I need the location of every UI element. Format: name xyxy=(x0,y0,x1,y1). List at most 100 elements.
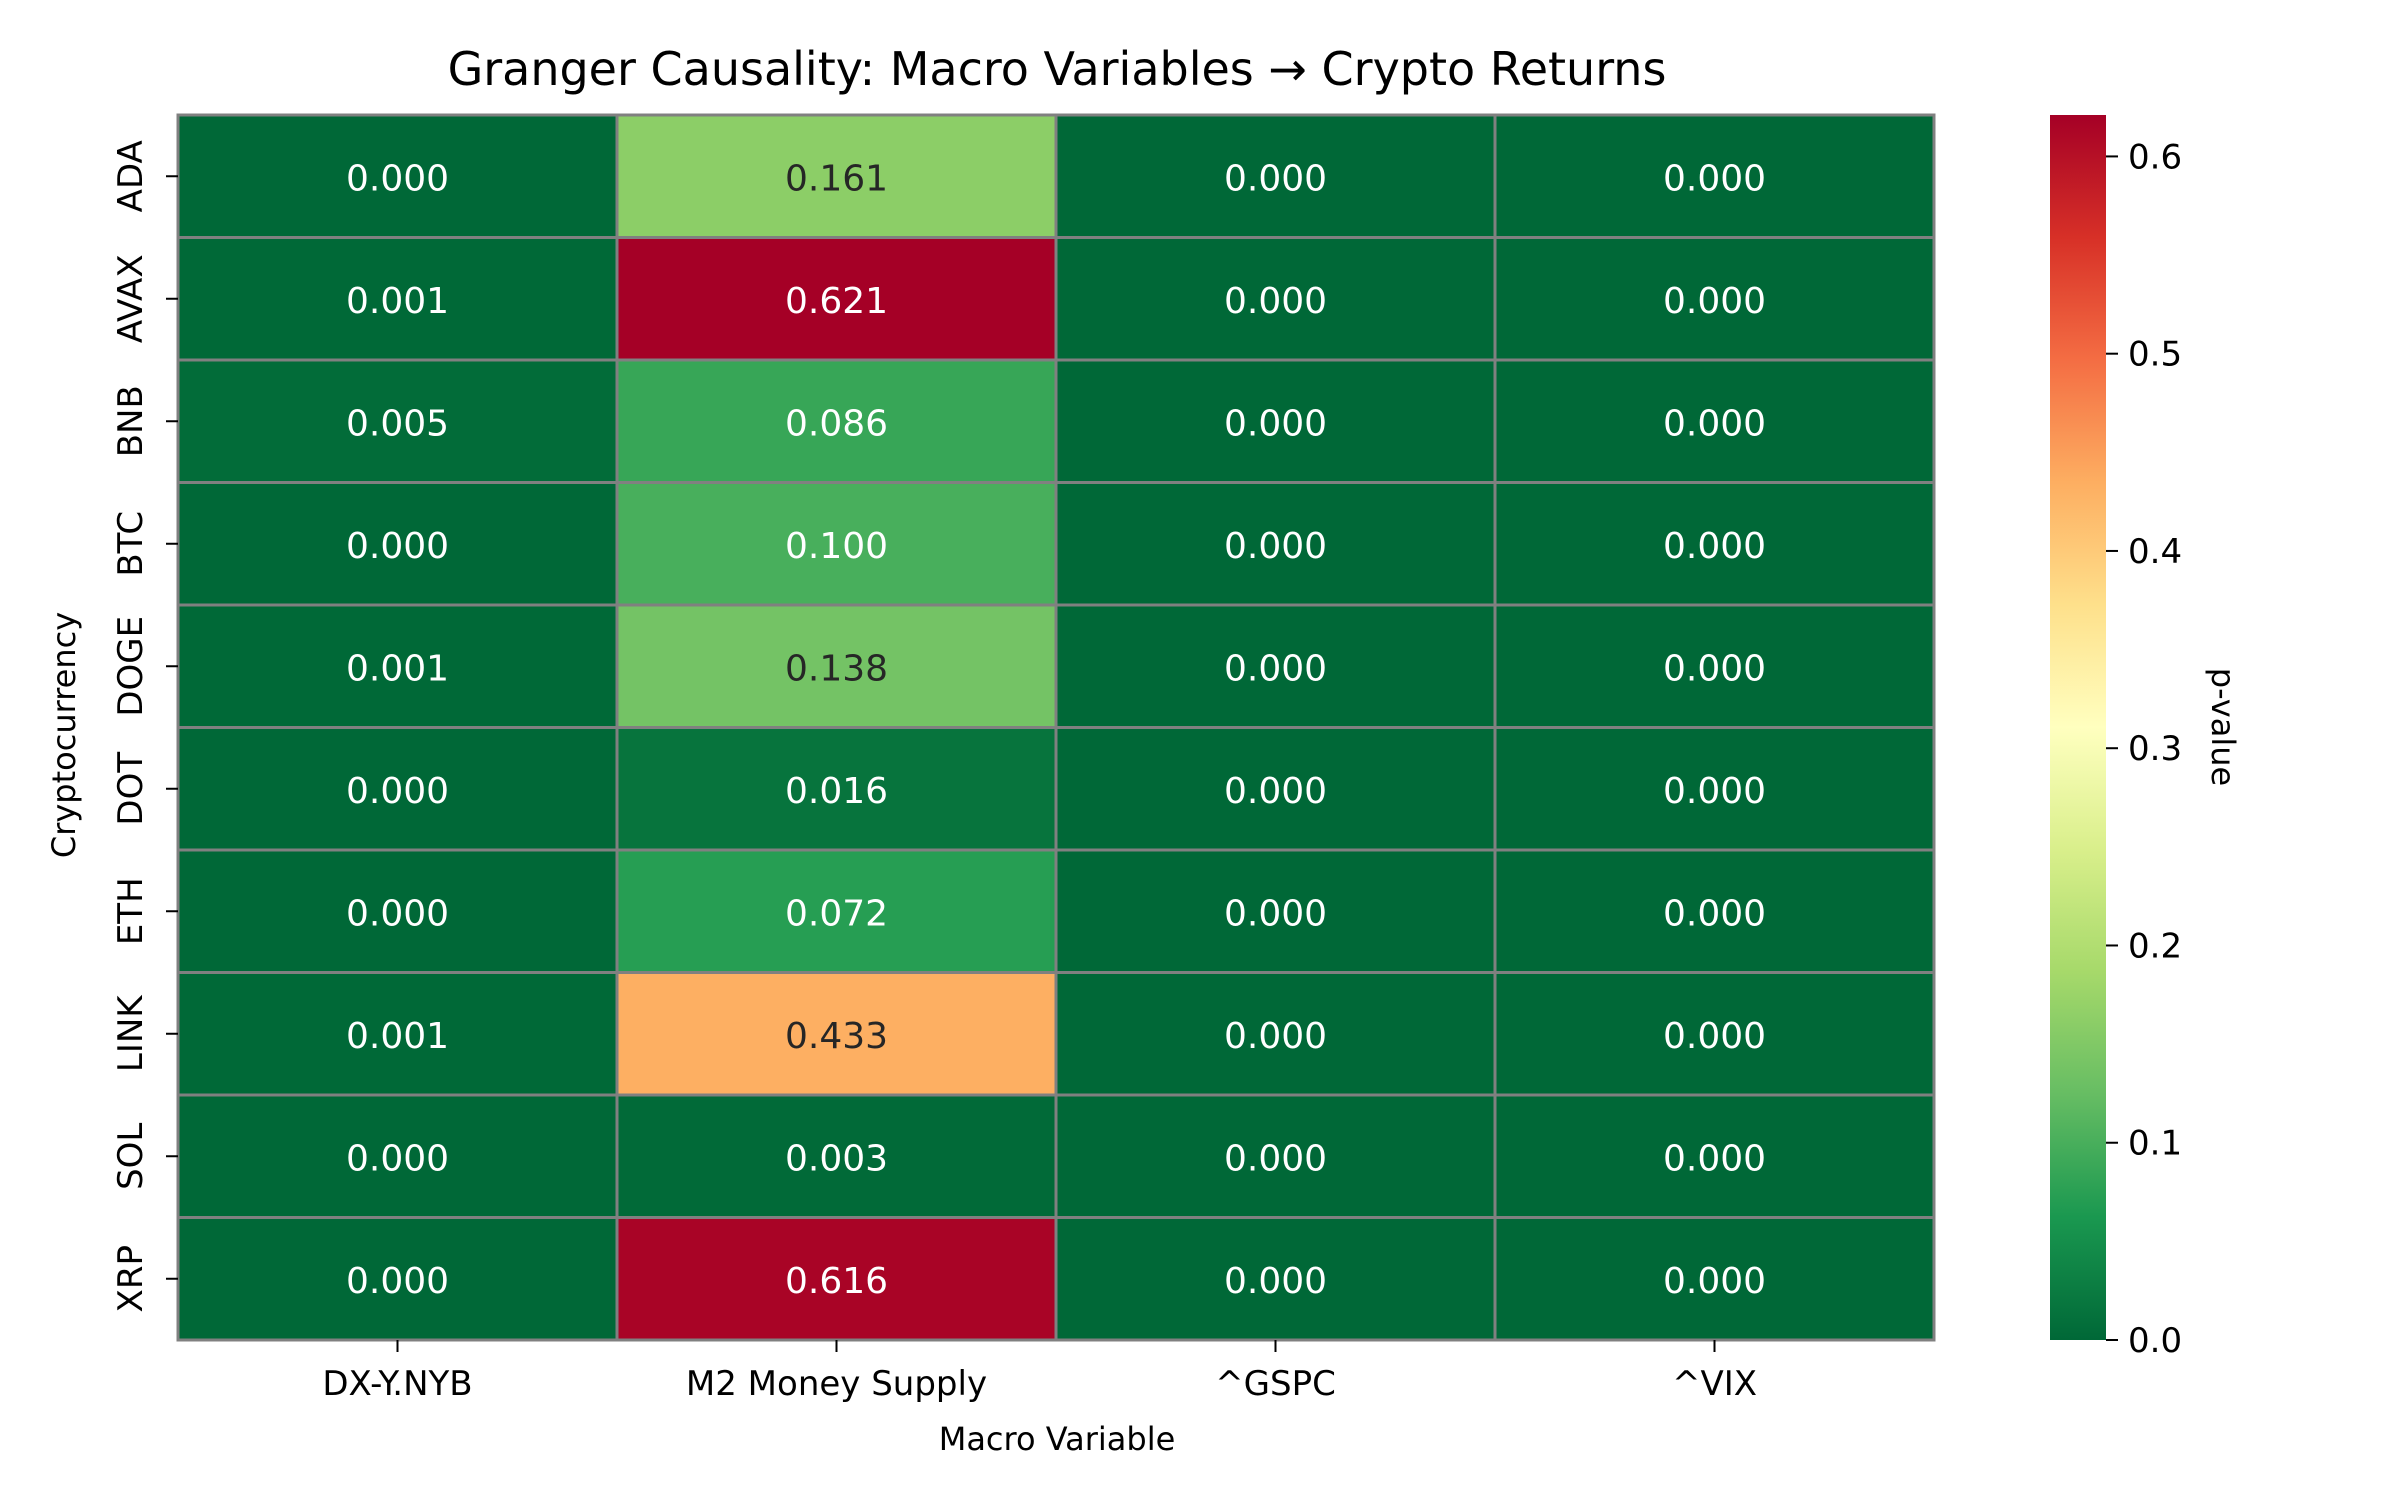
y-tick-label: SOL xyxy=(111,1123,151,1190)
heatmap-cell-value: 0.000 xyxy=(1224,1016,1327,1057)
x-tick-label: ^GSPC xyxy=(1215,1364,1336,1404)
heatmap-cell-avax-3 xyxy=(1493,236,1936,362)
heatmap-cell-value: 0.000 xyxy=(1663,648,1766,689)
heatmap-cell-value: 0.000 xyxy=(1224,1261,1327,1302)
heatmap-cell-doge-2 xyxy=(1054,603,1497,729)
heatmap-cell-value: 0.000 xyxy=(1224,526,1327,567)
heatmap-cell-dot-0 xyxy=(176,726,619,852)
heatmap-cell-xrp-1 xyxy=(615,1216,1058,1342)
heatmap-cell-dot-2 xyxy=(1054,726,1497,852)
heatmap-cell-ada-2 xyxy=(1054,113,1497,239)
heatmap-cell-bnb-1 xyxy=(615,358,1058,484)
heatmap-cell-link-2 xyxy=(1054,971,1497,1097)
colorbar-gradient xyxy=(2050,115,2106,1340)
heatmap-cell-value: 0.000 xyxy=(346,893,449,934)
colorbar-tick-label: 0.2 xyxy=(2128,926,2182,966)
heatmap-cell-value: 0.000 xyxy=(1224,893,1327,934)
heatmap-cell-value: 0.621 xyxy=(785,281,888,322)
heatmap-cell-sol-3 xyxy=(1493,1093,1936,1219)
heatmap-cell-value: 0.072 xyxy=(785,893,888,934)
colorbar-ticks: 0.0 0.1 0.2 0.3 0.4 0.5 0.6 xyxy=(2106,137,2182,1361)
heatmap-cell-value: 0.000 xyxy=(1663,526,1766,567)
heatmap-cell-value: 0.000 xyxy=(1663,1138,1766,1179)
heatmap-cell-value: 0.000 xyxy=(1663,1016,1766,1057)
y-tick-label: DOT xyxy=(111,752,151,826)
y-tick-label: AVAX xyxy=(111,254,151,343)
heatmap-cell-value: 0.000 xyxy=(1663,771,1766,812)
heatmap-cell-value: 0.000 xyxy=(1224,281,1327,322)
heatmap-cell-xrp-0 xyxy=(176,1216,619,1342)
heatmap-cell-value: 0.000 xyxy=(1663,893,1766,934)
heatmap-cell-value: 0.003 xyxy=(785,1138,888,1179)
colorbar-tick-label: 0.1 xyxy=(2128,1124,2182,1164)
heatmap-cell-dot-3 xyxy=(1493,726,1936,852)
heatmap-cell-xrp-2 xyxy=(1054,1216,1497,1342)
heatmap-cell-btc-1 xyxy=(615,481,1058,607)
chart-title: Granger Causality: Macro Variables → Cry… xyxy=(448,42,1667,96)
heatmap-cell-value: 0.000 xyxy=(346,771,449,812)
heatmap-cell-value: 0.016 xyxy=(785,771,888,812)
x-tick-label: ^VIX xyxy=(1672,1364,1757,1404)
heatmap-cell-xrp-3 xyxy=(1493,1216,1936,1342)
colorbar: 0.0 0.1 0.2 0.3 0.4 0.5 0.6 p-value xyxy=(2050,115,2242,1361)
heatmap-cell-value: 0.001 xyxy=(346,648,449,689)
heatmap-cell-value: 0.138 xyxy=(785,648,888,689)
heatmap-cell-value: 0.100 xyxy=(785,526,888,567)
x-axis-label: Macro Variable xyxy=(939,1420,1176,1458)
heatmap-cell-value: 0.000 xyxy=(346,158,449,199)
heatmap-cell-btc-3 xyxy=(1493,481,1936,607)
colorbar-label: p-value xyxy=(2204,668,2242,786)
y-tick-label: LINK xyxy=(111,994,151,1072)
heatmap-cell-eth-0 xyxy=(176,848,619,974)
heatmap-cell-avax-1 xyxy=(615,236,1058,362)
heatmap-cell-value: 0.000 xyxy=(346,526,449,567)
colorbar-tick-label: 0.4 xyxy=(2128,532,2182,572)
heatmap-cell-value: 0.000 xyxy=(1663,1261,1766,1302)
heatmap-cell-ada-1 xyxy=(615,113,1058,239)
heatmap-cell-value: 0.001 xyxy=(346,1016,449,1057)
x-tick-label: M2 Money Supply xyxy=(686,1364,987,1404)
colorbar-tick-label: 0.3 xyxy=(2128,729,2182,769)
heatmap-cell-ada-3 xyxy=(1493,113,1936,239)
heatmap-cell-bnb-3 xyxy=(1493,358,1936,484)
heatmap-cell-value: 0.000 xyxy=(1663,158,1766,199)
heatmap-cell-value: 0.000 xyxy=(1663,403,1766,444)
heatmap-cell-value: 0.000 xyxy=(346,1261,449,1302)
heatmap-cell-value: 0.161 xyxy=(785,158,888,199)
heatmap-cell-link-0 xyxy=(176,971,619,1097)
heatmap-cell-value: 0.000 xyxy=(1224,158,1327,199)
y-tick-label: BTC xyxy=(111,511,151,577)
heatmap-cells xyxy=(176,113,1936,1342)
y-axis: ADA AVAX BNB BTC DOGE DOT ETH LINK SOL XRP xyxy=(111,140,178,1312)
heatmap-cell-value: 0.001 xyxy=(346,281,449,322)
heatmap-cell-value: 0.005 xyxy=(346,403,449,444)
heatmap-cell-value: 0.000 xyxy=(346,1138,449,1179)
heatmap-cell-ada-0 xyxy=(176,113,619,239)
heatmap-cell-dot-1 xyxy=(615,726,1058,852)
heatmap-cell-value: 0.000 xyxy=(1224,648,1327,689)
x-axis: DX-Y.NYB M2 Money Supply ^GSPC ^VIX xyxy=(322,1340,1757,1404)
heatmap-cell-value: 0.000 xyxy=(1224,1138,1327,1179)
heatmap-cell-value: 0.000 xyxy=(1663,281,1766,322)
heatmap-cell-value: 0.086 xyxy=(785,403,888,444)
y-tick-label: DOGE xyxy=(111,616,151,717)
colorbar-tick-label: 0.5 xyxy=(2128,335,2182,375)
heatmap-cell-value: 0.433 xyxy=(785,1016,888,1057)
x-tick-label: DX-Y.NYB xyxy=(322,1364,472,1404)
heatmap-cell-doge-3 xyxy=(1493,603,1936,729)
heatmap-cell-value: 0.616 xyxy=(785,1261,888,1302)
y-tick-label: BNB xyxy=(111,385,151,457)
heatmap-cell-eth-2 xyxy=(1054,848,1497,974)
heatmap-cell-value: 0.000 xyxy=(1224,771,1327,812)
y-tick-label: ADA xyxy=(111,140,151,212)
y-tick-label: XRP xyxy=(111,1245,151,1312)
y-tick-label: ETH xyxy=(111,877,151,945)
heatmap-cell-eth-3 xyxy=(1493,848,1936,974)
heatmap-cell-doge-1 xyxy=(615,603,1058,729)
y-axis-label: Cryptocurrency xyxy=(45,612,83,858)
heatmap-cell-labels: 0.000 0.161 0.000 0.000 0.001 0.621 0.000 0.000… xyxy=(346,158,1766,1302)
colorbar-tick-label: 0.6 xyxy=(2128,137,2182,177)
heatmap-cell-value: 0.000 xyxy=(1224,403,1327,444)
colorbar-tick-label: 0.0 xyxy=(2128,1321,2182,1361)
